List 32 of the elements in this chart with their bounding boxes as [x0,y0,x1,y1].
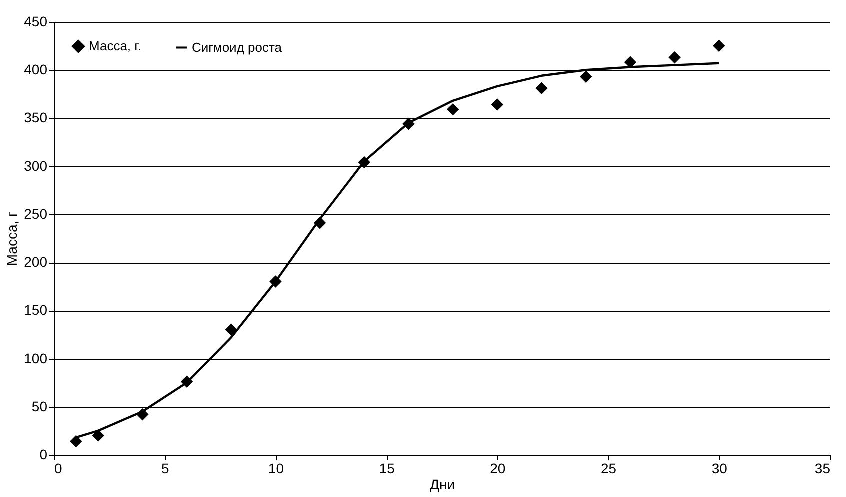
point [713,40,726,52]
y-tick-label: 300 [24,158,48,174]
legend-label: Сигмоид роста [192,40,283,55]
x-tick-label: 30 [712,460,728,476]
y-tick-label: 0 [40,446,48,462]
x-tick-label: 10 [268,460,284,476]
x-axis-title: Дни [430,476,456,492]
y-tick-label: 400 [24,62,48,78]
y-tick-label: 350 [24,110,48,126]
y-tick-label: 150 [24,302,48,318]
point [225,324,238,336]
point [491,98,504,111]
point [536,82,548,95]
x-tick-label: 20 [490,460,506,476]
point [92,430,104,442]
y-tick-label: 200 [24,254,48,270]
point [624,56,637,69]
y-tick-label: 50 [32,398,48,414]
point [580,70,592,83]
point [668,51,681,64]
x-tick-label: 35 [814,460,831,476]
y-tick-label: 100 [24,350,48,366]
x-tick-label: 15 [379,460,396,476]
point [446,103,460,116]
x-tick-label: 25 [600,460,617,476]
y-tick-label: 450 [24,14,48,30]
y-axis-title: Масса, г [4,212,20,266]
x-tick-label: 5 [161,460,170,476]
point [70,435,82,448]
y-tick-label: 250 [24,206,48,222]
legend-label: Масса, г. [89,38,142,54]
x-tick-label: 0 [54,460,62,476]
